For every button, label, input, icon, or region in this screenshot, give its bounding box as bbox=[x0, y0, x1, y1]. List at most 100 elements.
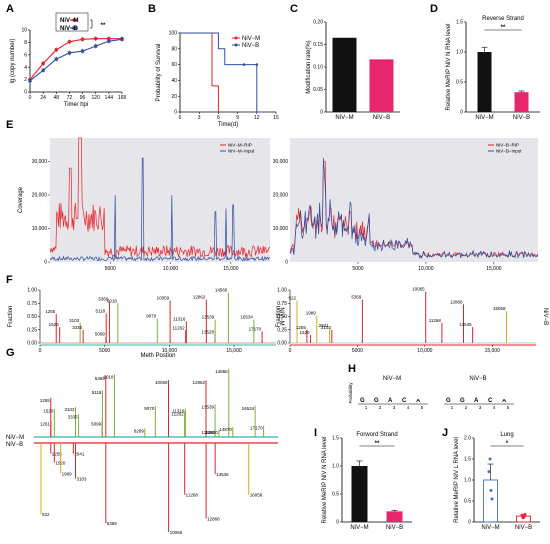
g-up-site-label: 5369 bbox=[95, 376, 106, 381]
i-x-tick-label: NiV−B bbox=[386, 525, 403, 531]
b-x-axis-title: Time(d) bbox=[218, 122, 238, 128]
f-x-tick-label: 15,000 bbox=[226, 348, 242, 354]
e-y-tick-label: 0 bbox=[44, 260, 47, 266]
g-down-site-label: 5369 bbox=[107, 521, 118, 526]
i-y-axis-title: Relative MeRIP NiV N RNA level bbox=[322, 437, 328, 524]
g-up-site-label: 14870 bbox=[219, 427, 232, 432]
b-y-tick-label: 20 bbox=[171, 94, 177, 100]
j-y-tick-label: 2.0 bbox=[464, 436, 471, 442]
f-site-label: 1520 bbox=[299, 330, 310, 335]
a-x-tick-label: 48 bbox=[54, 95, 60, 101]
g-up-site-label: 14566 bbox=[215, 369, 228, 374]
f-site-label: 11316 bbox=[173, 316, 186, 321]
f-site-label: 5099 bbox=[95, 332, 106, 337]
e-x-tick-label: 15,000 bbox=[223, 266, 239, 272]
i-bar bbox=[386, 511, 403, 522]
d-y-tick-label: 1.0 bbox=[456, 50, 463, 56]
a-x-tick-label: 24 bbox=[40, 95, 46, 101]
e-y-axis-title: Coverage bbox=[18, 186, 24, 213]
d-x-tick-label: NiV−M bbox=[475, 115, 493, 121]
a-x-tick-label: 168 bbox=[118, 95, 127, 101]
f-site-label: 10059 bbox=[157, 296, 170, 301]
b-censor-mark bbox=[242, 63, 246, 66]
a-y-tick-label: 4 bbox=[24, 65, 27, 71]
g-down-site-label: 2941 bbox=[74, 452, 85, 457]
f-x-tick-label: 10,000 bbox=[417, 348, 433, 354]
f-y-tick-label: 0.25 bbox=[277, 327, 287, 333]
f-site-label: 16534 bbox=[240, 315, 253, 320]
b-x-tick-label: 6 bbox=[217, 115, 220, 121]
b-x-tick-label: 12 bbox=[254, 115, 260, 121]
panel-label-c: C bbox=[290, 3, 298, 15]
f-site-label: 3103 bbox=[69, 318, 80, 323]
panel-label-g: G bbox=[6, 347, 15, 359]
g-up-site-label: 1520 bbox=[43, 409, 54, 414]
f-site-label: 5369 bbox=[351, 295, 362, 300]
c-bar bbox=[369, 59, 394, 112]
e-x-tick-label: 15,000 bbox=[486, 266, 502, 272]
b-y-tick-label: 80 bbox=[171, 46, 177, 52]
d-y-axis-title: Relative MeRIP NiV N RNA level bbox=[446, 24, 452, 111]
h-position-label: 3 bbox=[479, 405, 482, 410]
h-position-label: 5 bbox=[507, 405, 510, 410]
f-y-tick-label: 1.00 bbox=[27, 288, 37, 294]
a-x-tick-label: 120 bbox=[92, 95, 101, 101]
h-position-label: 5 bbox=[421, 405, 424, 410]
e-legend-label: NiV−M−RIP bbox=[228, 143, 252, 148]
f-track-tag: NiV−M bbox=[278, 307, 284, 325]
b-legend-marker bbox=[234, 43, 238, 47]
c-y-tick-label: 0.10 bbox=[313, 65, 323, 71]
g-up-site-label: 13830 bbox=[205, 430, 218, 435]
i-bar bbox=[351, 466, 368, 522]
f-y-tick-label: 0.00 bbox=[277, 341, 287, 347]
h-position-label: 1 bbox=[451, 405, 454, 410]
i-y-tick-label: 0 bbox=[336, 520, 339, 526]
e-y-tick-label: 30,000 bbox=[273, 159, 289, 165]
f-y-tick-label: 0.00 bbox=[27, 341, 37, 347]
g-down-site-label: 1989 bbox=[62, 471, 73, 476]
f-site-label: 11262 bbox=[172, 325, 185, 330]
h-logo-letter: G bbox=[460, 398, 465, 404]
g-up-site-label: 3335 bbox=[68, 414, 79, 419]
c-y-tick-label: 0.15 bbox=[313, 42, 323, 48]
f-site-label: 13539 bbox=[202, 315, 215, 320]
a-x-axis-title: Time/ hpi bbox=[64, 102, 88, 108]
h-logo-letter: A bbox=[502, 398, 506, 403]
c-y-tick-label: 0.20 bbox=[313, 20, 323, 26]
f-site-label: 522 bbox=[289, 296, 297, 301]
panel-label-d: D bbox=[430, 3, 438, 15]
g-up-site-label: 5099 bbox=[91, 421, 102, 426]
e-track-bg bbox=[290, 138, 538, 262]
i-title: Forword Strand bbox=[356, 432, 397, 438]
a-x-tick-label: 72 bbox=[67, 95, 73, 101]
j-data-point bbox=[523, 512, 527, 516]
h-logo-letter: A bbox=[416, 398, 420, 403]
j-data-point bbox=[490, 497, 494, 501]
a-y-tick-label: 8 bbox=[24, 40, 27, 46]
j-bar bbox=[483, 479, 498, 523]
f-site-label: 17170 bbox=[249, 326, 262, 331]
f-y-axis-title: Fraction bbox=[276, 306, 282, 328]
j-y-tick-label: 1.5 bbox=[464, 457, 471, 463]
a-legend-marker bbox=[72, 26, 76, 30]
b-legend-marker bbox=[234, 36, 238, 40]
g-up-site-label: 10059 bbox=[155, 380, 168, 385]
f-site-label: 1520 bbox=[49, 322, 60, 327]
h-y-axis-title: Probability bbox=[348, 382, 353, 404]
h-position-label: 3 bbox=[393, 405, 396, 410]
a-y-axis-title: lg (copy number) bbox=[10, 38, 16, 83]
b-y-tick-label: 100 bbox=[169, 31, 178, 37]
e-x-tick-label: 10,000 bbox=[163, 266, 179, 272]
g-up-site-label: 8289 bbox=[134, 428, 145, 433]
e-x-tick-label: 5000 bbox=[105, 266, 116, 272]
panel-label-a: A bbox=[6, 3, 14, 15]
e-input-coverage-line bbox=[49, 157, 271, 262]
panel-label-b: B bbox=[148, 3, 156, 15]
e-legend-label: NiV−B−Input bbox=[496, 149, 522, 154]
b-x-tick-label: 0 bbox=[179, 115, 182, 121]
g-up-site-label: 11262 bbox=[171, 411, 184, 416]
e-y-tick-label: 0 bbox=[285, 260, 288, 266]
g-up-site-label: 17170 bbox=[250, 426, 263, 431]
panel-label-i: I bbox=[314, 427, 317, 439]
